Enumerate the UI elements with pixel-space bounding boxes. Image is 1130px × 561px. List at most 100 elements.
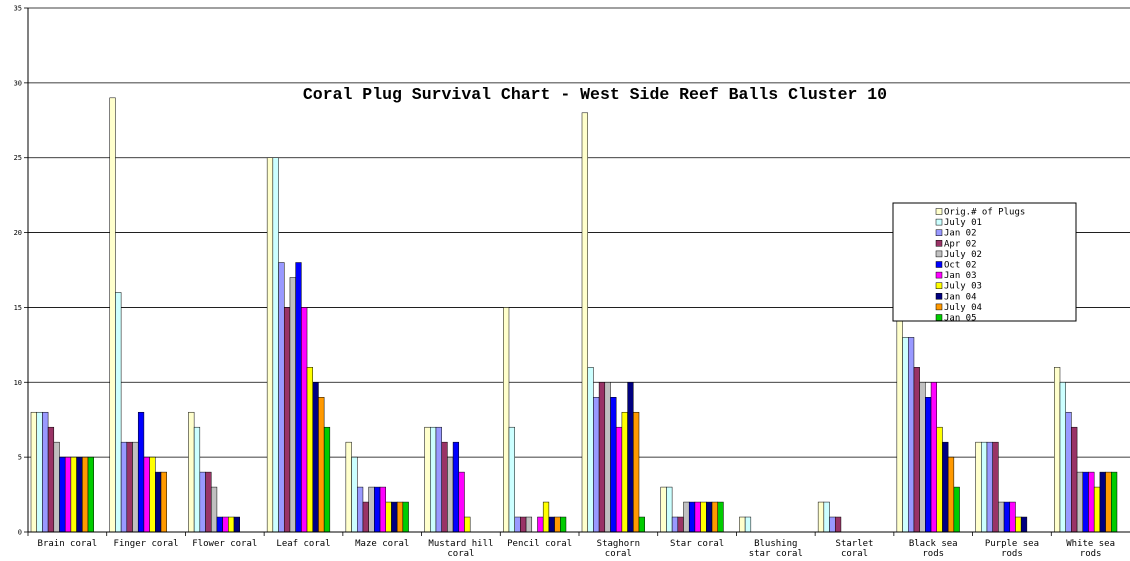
y-tick-label: 0 <box>18 529 22 537</box>
y-tick-label: 15 <box>14 304 22 312</box>
bar <box>205 471 212 533</box>
bar <box>193 426 201 533</box>
bar <box>896 307 903 533</box>
bar <box>87 456 94 533</box>
x-category-label: Mustard hill coral <box>428 539 493 559</box>
bar <box>368 486 375 533</box>
legend-swatch <box>935 282 943 289</box>
bar <box>925 397 932 533</box>
bar <box>120 441 128 533</box>
bar <box>520 516 527 533</box>
x-category-label: Starlet coral <box>836 539 874 559</box>
x-category-label: Brain coral <box>38 539 98 549</box>
bar <box>1071 426 1078 533</box>
legend-swatch <box>935 208 943 215</box>
legend-label: July 03 <box>944 282 982 292</box>
bar <box>615 426 623 533</box>
y-tick-label: 5 <box>18 454 22 462</box>
bar <box>295 262 302 533</box>
legend-swatch <box>935 250 943 258</box>
bar <box>598 382 606 533</box>
bar <box>1076 471 1084 533</box>
bar <box>666 486 673 533</box>
x-category-label-line: star coral <box>749 549 803 559</box>
bar <box>149 456 156 533</box>
bar <box>717 501 724 533</box>
bar <box>1054 367 1061 533</box>
bar <box>64 456 72 533</box>
legend-label: Orig.# of Plugs <box>944 208 1025 218</box>
bar <box>919 382 926 533</box>
x-category-label: Staghorn coral <box>597 539 640 559</box>
x-category-label: Black sea rods <box>909 539 958 559</box>
x-category-label: Star coral <box>670 539 724 549</box>
bar <box>744 516 752 533</box>
bar <box>357 486 364 533</box>
bar <box>554 516 561 533</box>
bar <box>683 501 690 533</box>
bar <box>537 516 544 533</box>
bar <box>1099 471 1106 533</box>
gridlines <box>24 7 1130 533</box>
bar <box>306 367 313 533</box>
bar <box>464 516 471 533</box>
bar <box>233 516 240 533</box>
bar <box>627 382 634 533</box>
bar <box>1059 382 1066 533</box>
bar <box>301 307 308 533</box>
x-category-label-line: Pencil coral <box>507 539 572 549</box>
bar <box>379 486 387 533</box>
bar <box>59 456 66 533</box>
bar <box>115 292 122 533</box>
bar <box>817 501 825 533</box>
bar <box>587 367 594 533</box>
bar <box>660 486 667 533</box>
legend-label: Jan 02 <box>944 229 977 239</box>
bar <box>362 501 369 533</box>
bar <box>109 97 116 533</box>
x-category-label-line: Leaf coral <box>276 539 330 549</box>
bar <box>76 456 83 533</box>
bar <box>942 441 949 533</box>
x-category-label: Finger coral <box>114 539 179 549</box>
bar <box>700 501 707 533</box>
bar <box>30 411 37 533</box>
legend-label: Jan 04 <box>944 292 977 302</box>
bar <box>441 441 448 533</box>
bar <box>53 441 60 533</box>
bar <box>671 516 679 533</box>
bar <box>947 456 955 533</box>
legend-swatch <box>935 293 943 300</box>
legend-box <box>892 202 1077 322</box>
legend-swatch <box>935 271 943 279</box>
bar <box>508 426 515 533</box>
legend-swatch <box>935 240 943 247</box>
x-category-label-line: coral <box>447 549 474 559</box>
bar <box>36 411 43 533</box>
legend-swatch <box>935 218 943 226</box>
axes <box>27 8 1130 536</box>
x-category-label: Maze coral <box>355 539 409 549</box>
legend-label: July 04 <box>944 303 982 313</box>
bar <box>458 471 465 533</box>
bar <box>82 456 89 533</box>
bars <box>30 97 1118 533</box>
bar <box>610 397 617 533</box>
legend-swatch <box>935 261 943 268</box>
bar <box>998 501 1005 533</box>
x-category-label-line: Blushing <box>754 539 797 549</box>
bar <box>1065 411 1072 533</box>
x-category-label: Pencil coral <box>507 539 572 549</box>
bar <box>70 456 77 533</box>
bar <box>452 441 460 533</box>
bar <box>374 486 381 533</box>
legend-label: July 01 <box>944 218 982 228</box>
bar <box>953 486 960 533</box>
bar <box>396 501 404 533</box>
bar <box>289 277 296 533</box>
bar <box>278 262 285 533</box>
x-category-label: Blushing star coral <box>749 539 803 559</box>
x-category-label: Purple sea rods <box>985 539 1039 559</box>
x-category-label-line: White sea <box>1066 539 1115 549</box>
